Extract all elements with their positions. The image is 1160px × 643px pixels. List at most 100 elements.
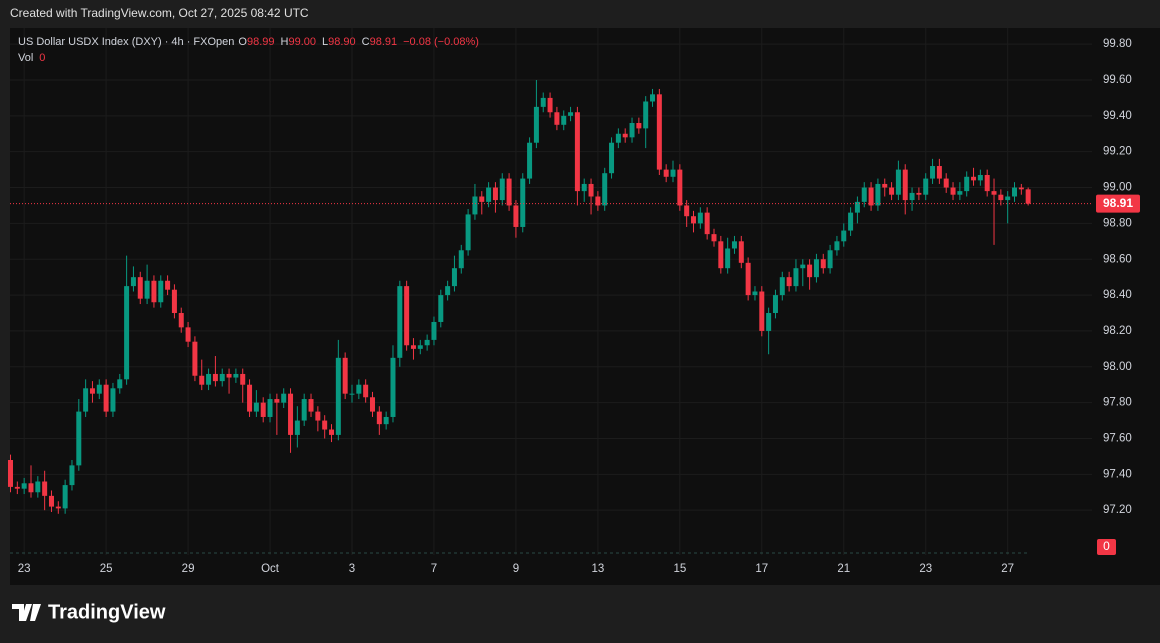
body (62, 485, 68, 509)
legend-volume: Vol 0 (18, 52, 45, 64)
body (472, 196, 478, 215)
body (117, 379, 123, 389)
x-tick-label: 27 (1001, 563, 1014, 575)
body (725, 248, 731, 269)
logo: TradingView (12, 601, 166, 623)
body (308, 399, 314, 412)
header-title: Created with TradingView.com, Oct 27, 20… (10, 6, 309, 20)
ohlc-letter: O (238, 36, 247, 48)
body (185, 327, 191, 342)
body (629, 123, 635, 138)
body (206, 373, 212, 385)
y-tick-label: 98.60 (1103, 253, 1132, 265)
y-tick-label: 97.40 (1103, 468, 1132, 480)
body (916, 192, 922, 195)
body (445, 286, 451, 296)
body (417, 345, 423, 349)
body (397, 286, 403, 358)
body (731, 241, 737, 249)
body (171, 289, 177, 314)
body (779, 277, 785, 296)
x-tick-label: 15 (673, 563, 686, 575)
body (766, 313, 772, 331)
body (486, 187, 492, 202)
symbol: US Dollar USDX Index (DXY) · 4h · FXOpen (18, 36, 234, 48)
body (820, 259, 826, 269)
body (827, 250, 833, 269)
body (158, 280, 164, 303)
body (165, 280, 171, 290)
body (28, 483, 34, 493)
body (984, 174, 990, 192)
body (800, 264, 806, 269)
x-tick-label: 25 (100, 563, 113, 575)
body (882, 183, 888, 188)
y-tick-label: 97.20 (1103, 504, 1132, 516)
body (506, 178, 512, 206)
body (48, 495, 54, 507)
body (1018, 187, 1024, 190)
body (1005, 196, 1011, 201)
body (226, 373, 232, 378)
body (424, 339, 430, 346)
body (21, 483, 27, 489)
body (889, 187, 895, 195)
y-tick-label: 97.80 (1103, 397, 1132, 409)
body (745, 262, 751, 296)
body (212, 373, 218, 382)
body (930, 166, 936, 179)
x-tick-label: 29 (182, 563, 195, 575)
price-axis (1092, 28, 1160, 555)
ohlc-letter: H (281, 36, 289, 48)
body (288, 393, 294, 435)
y-tick-label: 98.20 (1103, 325, 1132, 337)
body (595, 196, 601, 206)
body (479, 196, 485, 202)
time-axis (10, 555, 1160, 585)
body (909, 192, 915, 201)
body (451, 268, 457, 287)
body (902, 169, 908, 201)
body (322, 420, 328, 430)
body (151, 280, 157, 303)
body (718, 241, 724, 269)
ohlc-letter: L (322, 36, 328, 48)
body (861, 187, 867, 202)
y-tick-label: 99.40 (1103, 110, 1132, 122)
body (1025, 189, 1031, 204)
body (76, 411, 82, 466)
body (281, 393, 287, 403)
body (588, 183, 594, 197)
volume-axis-tag (1097, 539, 1116, 555)
body (35, 481, 41, 493)
body (492, 187, 498, 201)
body (69, 465, 75, 486)
body (697, 212, 703, 224)
body (738, 241, 744, 263)
body (124, 286, 130, 380)
body (533, 106, 539, 143)
legend: US Dollar USDX Index (DXY) · 4h · FXOpen… (18, 36, 479, 48)
body (130, 277, 136, 287)
body (14, 486, 20, 489)
body (294, 420, 300, 435)
body (650, 94, 656, 102)
body (383, 416, 389, 425)
body (991, 191, 997, 195)
x-tick-label: 9 (513, 563, 519, 575)
body (656, 94, 662, 170)
body (356, 384, 362, 394)
body (219, 373, 225, 382)
body (144, 280, 150, 299)
ohlc-letter: C (362, 36, 370, 48)
body (581, 183, 587, 192)
body (752, 291, 758, 296)
x-tick-label: 3 (349, 563, 355, 575)
body (622, 133, 628, 138)
body (807, 264, 813, 278)
body (868, 187, 874, 206)
body (89, 388, 95, 394)
body (465, 214, 471, 251)
body (96, 384, 102, 394)
volume-axis-label: 0 (1103, 539, 1110, 553)
